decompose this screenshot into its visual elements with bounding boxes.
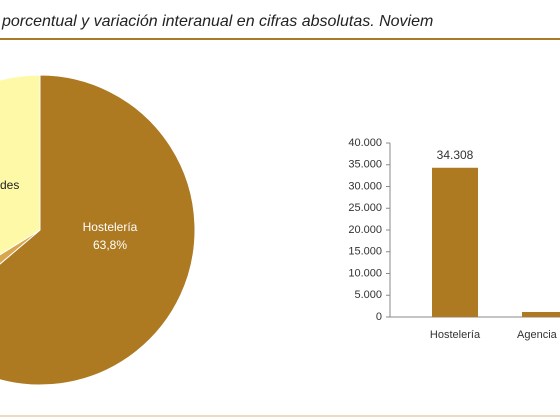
slice-label: Hostelería (83, 220, 138, 234)
bar (432, 167, 478, 317)
bar-value-label: 34.308 (437, 148, 474, 162)
slice-value-label: 63,8% (93, 238, 127, 252)
pie-slice (0, 74, 41, 256)
y-tick-label: 35.000 (348, 159, 382, 171)
chart-title: porcentual y variación interanual en cif… (1, 13, 433, 30)
x-tick-label: Hostelería (430, 329, 481, 341)
y-tick-label: 15.000 (348, 246, 382, 258)
y-tick-label: 40.000 (348, 137, 382, 149)
y-tick-label: 0 (376, 311, 382, 323)
y-tick-label: 25.000 (348, 202, 382, 214)
x-tick-label: Agencia (517, 329, 558, 341)
pie-slice (0, 74, 196, 386)
slice-label: des (0, 178, 19, 192)
bar (522, 311, 560, 317)
y-tick-label: 10.000 (348, 267, 382, 279)
y-tick-label: 30.000 (348, 180, 382, 192)
y-tick-label: 20.000 (348, 224, 382, 236)
y-tick-label: 5.000 (354, 289, 382, 301)
